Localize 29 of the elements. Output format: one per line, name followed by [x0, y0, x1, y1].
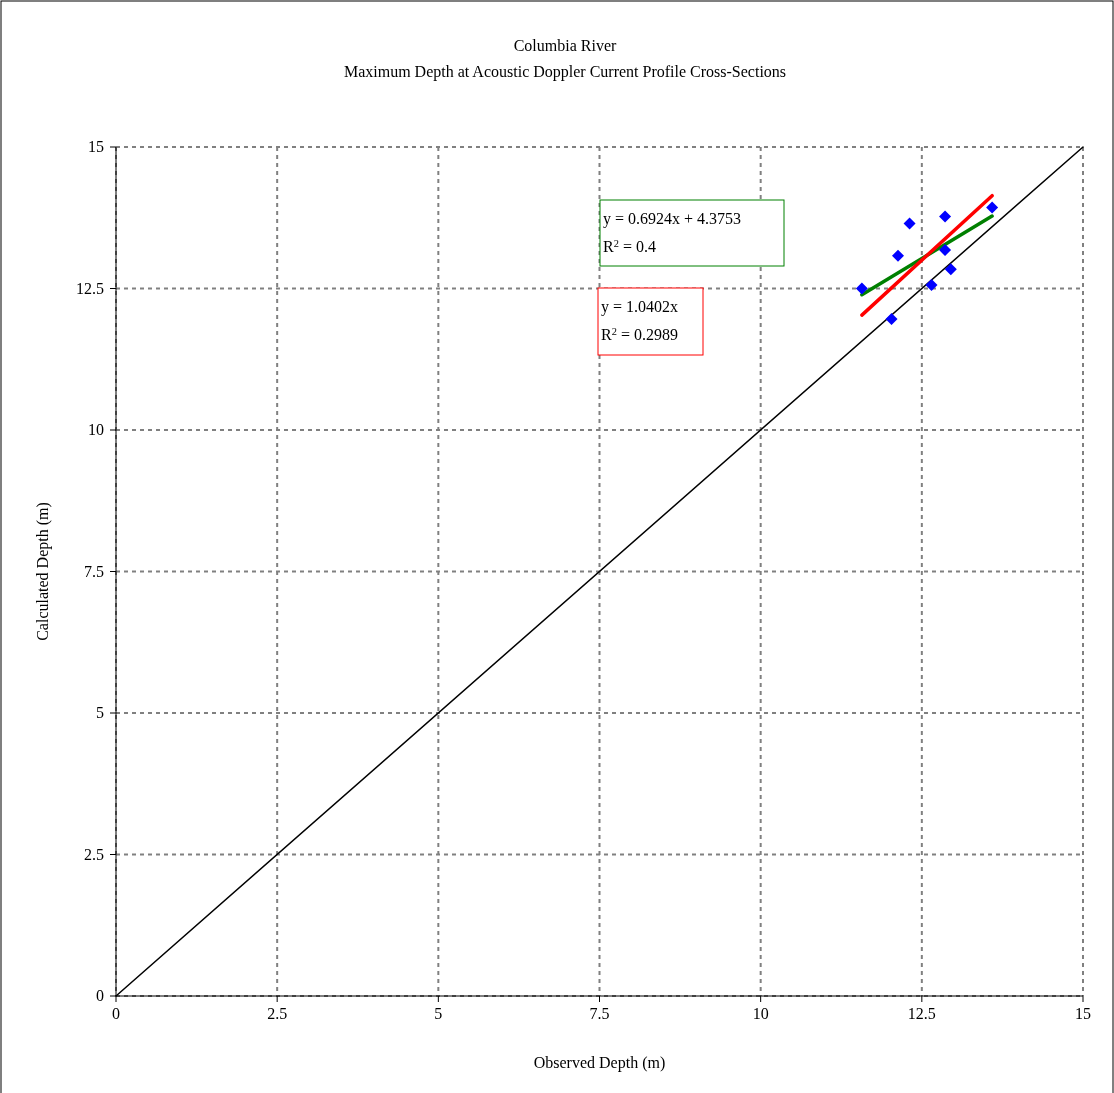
y-tick-label: 7.5	[84, 562, 104, 580]
point	[944, 263, 957, 276]
point	[855, 282, 868, 295]
y-axis-title: Calculated Depth (m)	[34, 502, 52, 641]
point	[925, 279, 938, 292]
y-tick-label: 2.5	[84, 845, 104, 863]
y-tick-label: 15	[88, 138, 104, 155]
y-tick-label: 5	[96, 704, 104, 721]
x-axis-title: Observed Depth (m)	[533, 1054, 666, 1072]
point	[885, 313, 898, 326]
point	[903, 217, 916, 230]
x-tick-label: 5	[434, 1005, 443, 1022]
point	[939, 244, 952, 257]
x-tick-label: 2.5	[267, 1005, 288, 1022]
x-tick-label: 7.5	[589, 1005, 610, 1022]
x-tick-label: 12.5	[907, 1005, 936, 1022]
point	[986, 201, 999, 214]
point	[891, 249, 904, 262]
annotation: y = 1.0402x R$^{2}$ = 0.2989	[601, 298, 679, 343]
chart-subtitle: Maximum Depth at Acoustic Doppler Current Profile Cross-Sections	[343, 63, 787, 81]
y-tick-label: 0	[96, 987, 104, 1004]
annotation: y = 0.6924x + 4.3753 R$^{2}$ = 0.4	[603, 210, 742, 255]
x-tick-label: 0	[112, 1005, 120, 1022]
point	[939, 210, 952, 223]
chart-title: Columbia River	[513, 37, 617, 54]
y-tick-label: 12.5	[76, 279, 104, 297]
x-tick-label: 15	[1075, 1005, 1091, 1022]
y-tick-label: 10	[88, 421, 104, 438]
x-tick-label: 10	[752, 1005, 769, 1022]
